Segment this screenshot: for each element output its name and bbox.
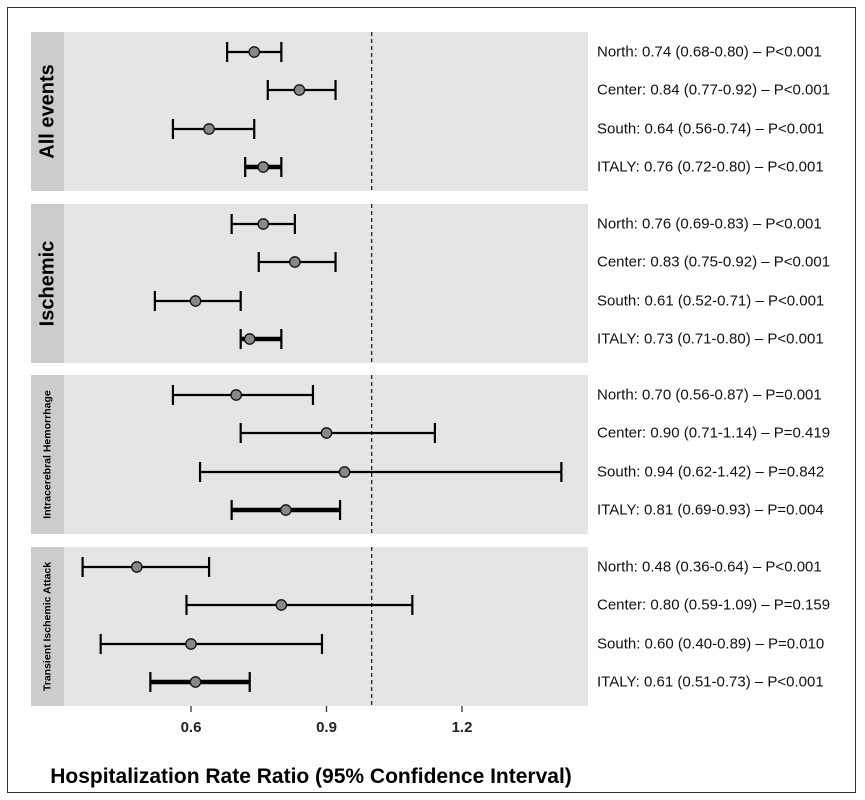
point-estimate-center bbox=[275, 599, 288, 611]
point-estimate-italy bbox=[189, 676, 202, 688]
panel-label-ischemic: Ischemic bbox=[37, 241, 59, 327]
point-estimate-center bbox=[289, 256, 301, 268]
x-tick-label: 0.6 bbox=[181, 719, 202, 736]
row-label-italy: ITALY: 0.61 (0.51-0.73) – P<0.001 bbox=[597, 674, 824, 691]
panel-strip bbox=[31, 547, 64, 706]
row-label-south: South: 0.61 (0.52-0.71) – P<0.001 bbox=[597, 293, 824, 310]
row-label-north: North: 0.48 (0.36-0.64) – P<0.001 bbox=[597, 559, 822, 576]
row-label-center: Center: 0.90 (0.71-1.14) – P=0.419 bbox=[597, 425, 830, 442]
point-estimate-south bbox=[203, 123, 215, 135]
point-estimate-center bbox=[293, 84, 306, 96]
panel-label-transient-ischemic-attack: Transient Ischemic Attack bbox=[42, 562, 54, 691]
panel-background bbox=[64, 204, 588, 363]
row-label-south: South: 0.60 (0.40-0.89) – P=0.010 bbox=[597, 636, 824, 653]
point-estimate-south bbox=[189, 295, 202, 307]
row-label-italy: ITALY: 0.76 (0.72-0.80) – P<0.001 bbox=[597, 159, 824, 176]
point-estimate-north bbox=[130, 561, 143, 573]
point-estimate-italy bbox=[279, 504, 292, 516]
row-label-south: South: 0.94 (0.62-1.42) – P=0.842 bbox=[597, 464, 824, 481]
panel-strip bbox=[31, 32, 64, 191]
panel-label-all-events: All events bbox=[37, 64, 59, 158]
point-estimate-north bbox=[257, 218, 270, 230]
x-tick-label: 0.9 bbox=[316, 719, 337, 736]
point-estimate-center bbox=[320, 427, 333, 439]
panel-background bbox=[64, 547, 588, 706]
row-label-italy: ITALY: 0.81 (0.69-0.93) – P=0.004 bbox=[597, 502, 824, 519]
panel-strip bbox=[31, 204, 64, 363]
row-label-south: South: 0.64 (0.56-0.74) – P<0.001 bbox=[597, 121, 824, 138]
panel-label-intracerebral-hemorrhage: Intracerebral Hemorrhage bbox=[42, 390, 54, 519]
panel-strip bbox=[31, 375, 64, 534]
point-estimate-italy bbox=[257, 161, 270, 173]
x-axis-title: Hospitalization Rate Ratio (95% Confiden… bbox=[50, 765, 572, 788]
point-estimate-south bbox=[185, 638, 197, 650]
row-label-center: Center: 0.84 (0.77-0.92) – P<0.001 bbox=[597, 82, 830, 99]
row-label-center: Center: 0.80 (0.59-1.09) – P=0.159 bbox=[597, 597, 830, 614]
point-estimate-italy bbox=[243, 333, 256, 345]
row-label-north: North: 0.76 (0.69-0.83) – P<0.001 bbox=[597, 216, 822, 233]
row-label-italy: ITALY: 0.73 (0.71-0.80) – P<0.001 bbox=[597, 331, 824, 348]
point-estimate-north bbox=[230, 389, 243, 401]
row-label-north: North: 0.70 (0.56-0.87) – P=0.001 bbox=[597, 387, 822, 404]
panel-background bbox=[64, 32, 588, 191]
row-label-north: North: 0.74 (0.68-0.80) – P<0.001 bbox=[597, 44, 822, 61]
x-tick-label: 1.2 bbox=[452, 719, 473, 736]
point-estimate-south bbox=[338, 466, 351, 478]
panel-background bbox=[64, 375, 588, 534]
point-estimate-north bbox=[248, 46, 261, 58]
row-label-center: Center: 0.83 (0.75-0.92) – P<0.001 bbox=[597, 254, 830, 271]
